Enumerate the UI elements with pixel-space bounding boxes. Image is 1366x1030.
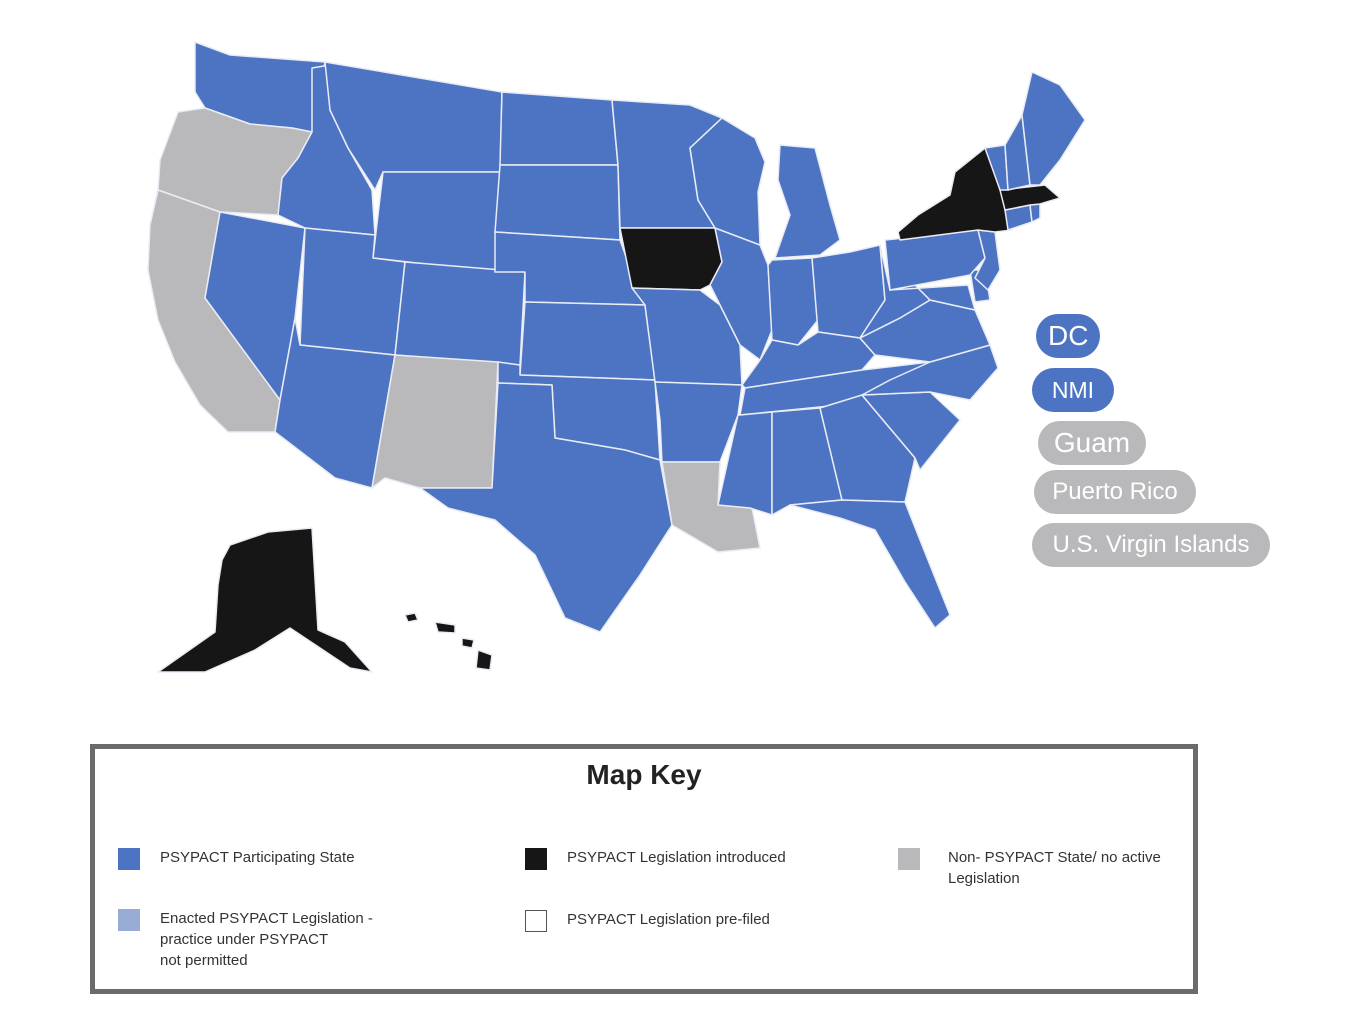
state-georgia[interactable] <box>819 394 916 503</box>
state-colorado[interactable] <box>394 261 526 366</box>
state-rhode-island[interactable] <box>1029 203 1041 223</box>
key-label-pre-filed: PSYPACT Legislation pre-filed <box>567 911 770 928</box>
key-label-participating: PSYPACT Participating State <box>160 849 355 866</box>
state-indiana[interactable] <box>767 257 819 346</box>
key-item-pre-filed: PSYPACT Legislation pre-filed <box>525 909 770 932</box>
key-swatch-pre-filed <box>525 910 547 932</box>
state-wyoming[interactable] <box>372 171 501 273</box>
state-wisconsin[interactable] <box>689 117 766 249</box>
state-illinois[interactable] <box>709 227 773 361</box>
key-label-enacted: Enacted PSYPACT Legislation - practice u… <box>160 910 373 969</box>
state-massachusetts[interactable] <box>999 184 1061 211</box>
key-swatch-participating <box>118 848 140 870</box>
state-alaska[interactable] <box>157 527 373 673</box>
key-swatch-enacted <box>118 909 140 931</box>
territory-nmi-label: NMI <box>1051 377 1095 403</box>
map-key: Map Key PSYPACT Participating State PSYP… <box>90 744 1198 994</box>
territory-guam-label: Guam <box>1053 427 1131 458</box>
territory-usvi-label: U.S. Virgin Islands <box>1052 531 1250 558</box>
territory-dc[interactable]: DC <box>1036 314 1100 358</box>
territory-nmi[interactable]: NMI <box>1032 368 1114 412</box>
state-florida[interactable] <box>789 499 951 629</box>
map-key-title: Map Key <box>586 759 702 790</box>
state-hawaii[interactable] <box>404 612 493 671</box>
state-michigan[interactable] <box>774 144 841 259</box>
territory-guam[interactable]: Guam <box>1038 421 1146 465</box>
key-item-non-psypact: Non- PSYPACT State/ no active Legislatio… <box>898 847 1161 889</box>
state-kentucky[interactable] <box>741 331 876 389</box>
state-south-dakota[interactable] <box>494 164 621 241</box>
key-item-introduced: PSYPACT Legislation introduced <box>525 847 786 870</box>
key-item-participating: PSYPACT Participating State <box>118 847 355 870</box>
state-missouri[interactable] <box>631 287 743 386</box>
key-label-introduced: PSYPACT Legislation introduced <box>567 849 786 866</box>
state-iowa[interactable] <box>619 227 723 291</box>
state-texas[interactable] <box>419 382 673 633</box>
territory-puerto-rico[interactable]: Puerto Rico <box>1034 470 1196 514</box>
state-louisiana[interactable] <box>661 461 761 553</box>
state-north-dakota[interactable] <box>499 91 619 166</box>
state-new-mexico[interactable] <box>371 354 499 489</box>
state-kansas[interactable] <box>519 301 656 381</box>
territory-puerto-rico-label: Puerto Rico <box>1052 478 1178 505</box>
key-swatch-non-psypact <box>898 848 920 870</box>
territory-dc-label: DC <box>1048 320 1089 351</box>
us-map <box>147 41 1086 673</box>
key-swatch-introduced <box>525 848 547 870</box>
state-maine[interactable] <box>1021 71 1086 186</box>
key-label-non-psypact: Non- PSYPACT State/ no active Legislatio… <box>948 849 1161 887</box>
territory-usvi[interactable]: U.S. Virgin Islands <box>1032 523 1270 567</box>
key-item-enacted: Enacted PSYPACT Legislation - practice u… <box>118 908 373 971</box>
state-arkansas[interactable] <box>654 381 743 463</box>
